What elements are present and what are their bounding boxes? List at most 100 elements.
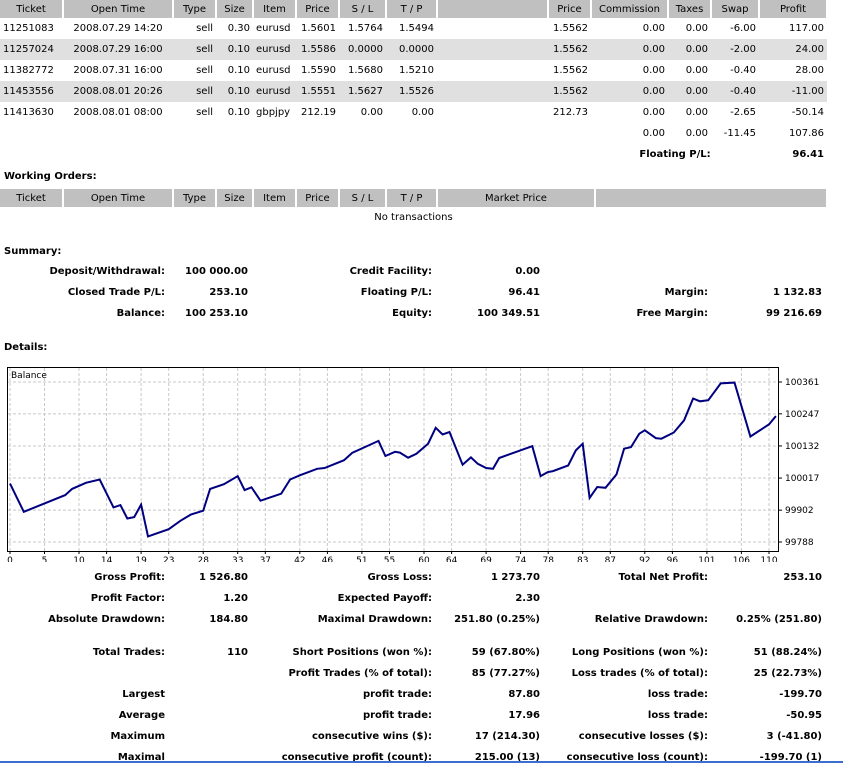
x-tick-label: 33 <box>232 556 243 562</box>
credit-label: Credit Facility: <box>349 266 432 277</box>
column-header: S / L <box>339 0 387 18</box>
y-tick-label: 100017 <box>785 474 819 484</box>
table-cell: eurusd <box>253 39 296 60</box>
stat-label: Relative Drawdown: <box>594 614 708 625</box>
table-cell: -2.00 <box>711 39 759 60</box>
table-cell <box>437 18 548 39</box>
table-cell: 11251083 <box>3 23 54 34</box>
stat-label: Gross Profit: <box>94 572 165 583</box>
table-cell: 2008.08.01 20:26 <box>63 81 173 102</box>
stat-value: 184.80 <box>209 614 248 625</box>
x-tick-label: 42 <box>294 556 305 562</box>
x-tick-label: 60 <box>418 556 430 562</box>
table-cell: 11453556 <box>0 81 63 102</box>
stat-value: 85 (77.27%) <box>471 668 540 679</box>
stat-value: 0.25% (251.80) <box>736 614 822 625</box>
stat-label: consecutive wins ($): <box>311 731 432 742</box>
table-cell: 1.5627 <box>339 81 386 102</box>
table-cell: 1.5601 <box>301 23 336 34</box>
free-margin-value: 99 216.69 <box>766 308 822 319</box>
y-tick-label: 100361 <box>785 378 819 388</box>
column-header: Open Time <box>63 0 174 18</box>
x-tick-label: 69 <box>480 556 492 562</box>
table-cell: 0.10 <box>227 65 250 76</box>
table-cell: 2008.07.29 16:00 <box>63 39 173 60</box>
plot-area <box>7 367 779 552</box>
stat-value: 253.10 <box>783 572 822 583</box>
table-cell: 0.00 <box>685 107 708 118</box>
stat-label: Profit Factor: <box>90 593 165 604</box>
table-cell: 0.10 <box>227 107 250 118</box>
bottom-divider <box>0 761 843 763</box>
column-header: T / P <box>386 189 438 207</box>
stat-value: -50.95 <box>786 710 822 721</box>
total-swap: -11.45 <box>723 128 756 139</box>
table-cell: 0.10 <box>216 81 253 102</box>
margin-value: 1 132.83 <box>772 287 822 298</box>
summary-title: Summary: <box>4 246 62 257</box>
table-cell: 0.10 <box>216 39 253 60</box>
table-cell <box>437 81 548 102</box>
table-cell: 1.5680 <box>348 65 383 76</box>
stat-label: Short Positions (won %): <box>292 647 432 658</box>
table-cell: 0.0000 <box>386 39 437 60</box>
column-header: Size <box>216 189 254 207</box>
table-cell: 0.00 <box>642 65 665 76</box>
column-header: Open Time <box>63 189 174 207</box>
table-cell: 0.00 <box>360 107 383 118</box>
column-header: Ticket <box>0 189 64 207</box>
stat-value: 215.00 (13) <box>474 752 540 763</box>
column-header: Taxes <box>668 0 712 18</box>
floating-row: Floating P/L: 96.41 <box>0 144 827 165</box>
table-cell: -0.40 <box>730 65 756 76</box>
table-cell: 0.00 <box>411 107 434 118</box>
x-tick-label: 106 <box>733 556 750 562</box>
x-tick-label: 92 <box>639 556 650 562</box>
table-cell: 1.5764 <box>348 23 383 34</box>
table-cell: 0.00 <box>591 39 668 60</box>
margin-label: Margin: <box>664 287 708 298</box>
table-cell: 1.5562 <box>548 39 591 60</box>
chart-title: Balance <box>11 371 47 381</box>
table-cell: 1.5562 <box>553 65 588 76</box>
table-cell: sell <box>196 65 213 76</box>
working-orders-title: Working Orders: <box>4 171 97 182</box>
table-cell: 0.0000 <box>339 39 386 60</box>
table-cell: 11382772 <box>3 65 54 76</box>
table-cell: 1.5526 <box>386 81 437 102</box>
column-header: Profit <box>759 0 828 18</box>
table-row: 11382772 2008.07.31 16:00 sell 0.10 eurusd 1.… <box>0 60 827 81</box>
details-title: Details: <box>4 342 48 353</box>
stat-label: consecutive losses ($): <box>578 731 708 742</box>
y-tick-label: 100132 <box>785 442 819 452</box>
x-tick-label: 0 <box>7 556 13 562</box>
table-cell: -0.40 <box>711 81 759 102</box>
deposit-label: Deposit/Withdrawal: <box>49 266 165 277</box>
x-tick-label: 78 <box>542 556 554 562</box>
table-cell: 212.73 <box>553 107 588 118</box>
stat-value: 251.80 (0.25%) <box>454 614 540 625</box>
table-cell: 24.00 <box>759 39 827 60</box>
stat-label: Total Trades: <box>92 647 165 658</box>
no-transactions: No transactions <box>374 212 453 223</box>
stat-label: Average <box>118 710 165 721</box>
x-tick-label: 5 <box>42 556 48 562</box>
column-header: Price <box>548 0 592 18</box>
table-cell: 2008.07.29 14:20 <box>73 23 163 34</box>
table-cell: -2.65 <box>730 107 756 118</box>
stat-value: 59 (67.80%) <box>471 647 540 658</box>
credit-value: 0.00 <box>515 266 540 277</box>
x-tick-label: 10 <box>73 556 85 562</box>
stat-label: Long Positions (won %): <box>571 647 708 658</box>
table-cell: 2008.07.31 16:00 <box>73 65 163 76</box>
table-cell <box>437 60 548 81</box>
column-header: S / L <box>339 189 387 207</box>
free-margin-label: Free Margin: <box>636 308 708 319</box>
column-header: Commission <box>591 0 669 18</box>
stat-value: 3 (-41.80) <box>766 731 822 742</box>
table-cell: -6.00 <box>730 23 756 34</box>
column-header: T / P <box>386 0 438 18</box>
stat-label: Profit Trades (% of total): <box>288 668 432 679</box>
table-cell <box>437 39 548 60</box>
table-cell: -11.00 <box>759 81 827 102</box>
